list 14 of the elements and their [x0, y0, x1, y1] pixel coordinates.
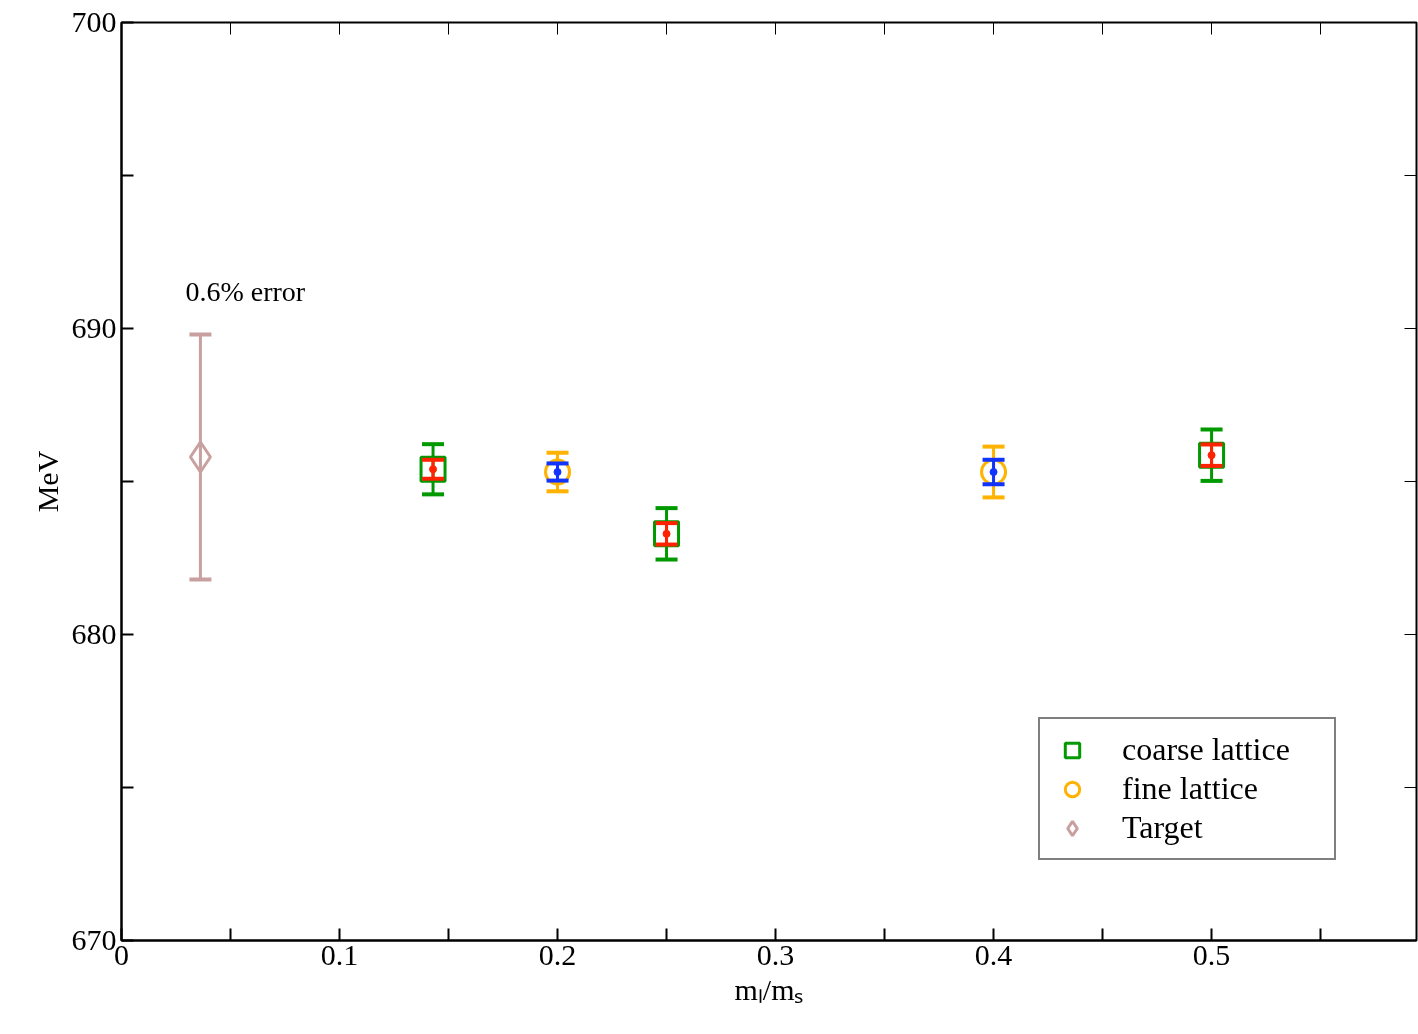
y-tick-label: 690 [71, 311, 117, 344]
y-tick-label: 680 [71, 617, 117, 650]
x-tick-label: 0.5 [1192, 937, 1231, 971]
annotation: 0.6% error [185, 275, 306, 307]
y-axis-title: MeV [30, 450, 64, 513]
legend-label: Target [1122, 809, 1204, 846]
legend-label: fine lattice [1122, 770, 1259, 807]
y-tick-label: 700 [71, 5, 117, 38]
x-tick-label: 0.1 [320, 937, 359, 971]
x-axis-title: mₗ/mₛ [734, 972, 804, 1006]
x-tick-label: 0.4 [974, 937, 1013, 971]
x-tick-label: 0.2 [538, 937, 577, 971]
legend-label: coarse lattice [1122, 731, 1291, 768]
x-tick-label: 0.3 [756, 937, 795, 971]
